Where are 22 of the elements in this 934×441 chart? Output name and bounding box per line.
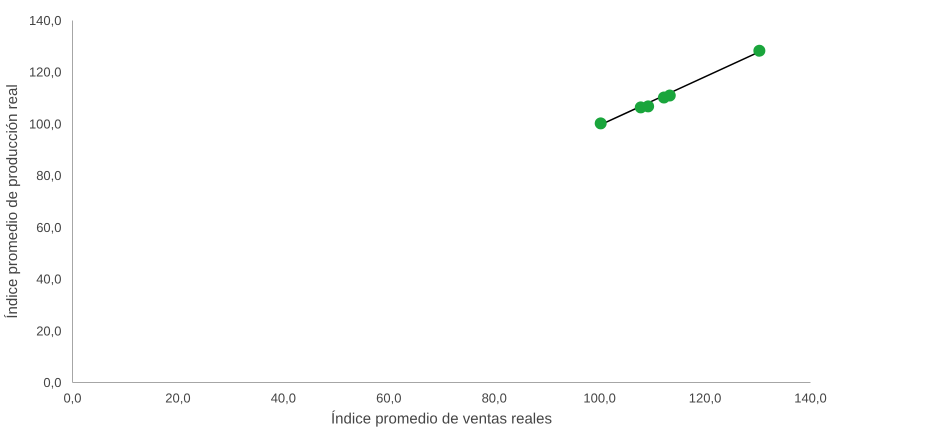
x-axis-title: Índice promedio de ventas reales (331, 410, 552, 428)
y-tick-label: 60,0 (36, 220, 62, 235)
x-tick-label: 140,0 (794, 390, 827, 406)
x-tick-label: 20,0 (165, 390, 191, 406)
y-tick-label: 20,0 (36, 323, 62, 338)
y-tick-label: 80,0 (36, 168, 62, 184)
point (594, 117, 607, 130)
x-tick-label: 100,0 (583, 390, 616, 406)
x-tick-label: 60,0 (376, 390, 402, 406)
y-tick-label: 0,0 (43, 375, 62, 390)
y-tick-label: 40,0 (36, 272, 62, 287)
y-axis-title: Índice promedio de producción real (2, 84, 21, 319)
point (664, 89, 676, 102)
x-tick-label: 40,0 (270, 390, 296, 406)
x-tick-label: 80,0 (482, 390, 507, 406)
x-tick-label: 120,0 (688, 390, 722, 406)
point (753, 44, 766, 57)
y-tick-label: 120,0 (28, 64, 62, 80)
x-tick-label: 0,0 (63, 390, 82, 406)
y-tick-label: 100,0 (28, 116, 62, 132)
point (642, 100, 654, 112)
y-tick-label: 140,0 (28, 13, 62, 28)
